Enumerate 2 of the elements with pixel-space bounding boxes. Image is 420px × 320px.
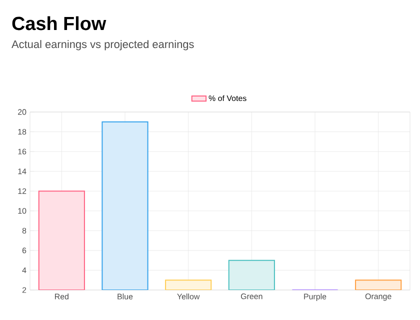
chart-title: Cash Flow bbox=[12, 16, 106, 30]
chart-subtitle: Actual earnings vs projected earnings bbox=[12, 40, 194, 50]
